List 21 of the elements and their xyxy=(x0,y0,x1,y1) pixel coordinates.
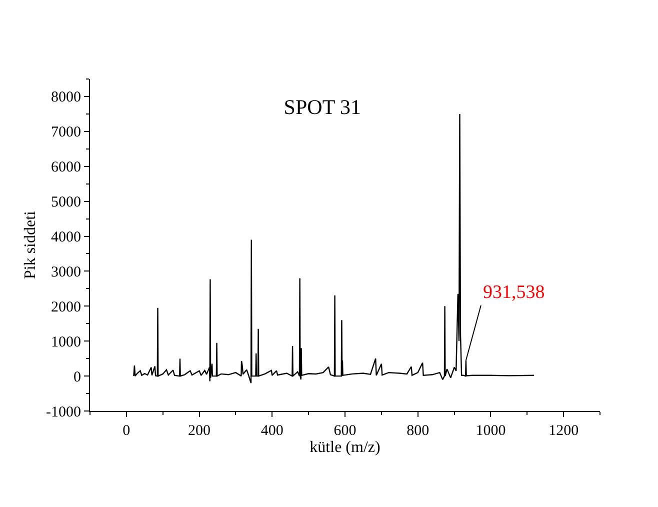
annotation: 931,538 xyxy=(483,282,545,303)
y-tick-label: 1000 xyxy=(51,334,81,350)
x-axis-title: kütle (m/z) xyxy=(310,439,380,456)
x-tick-label: 800 xyxy=(406,423,430,439)
y-axis-title: Pik siddeti xyxy=(22,210,39,280)
x-tick-label: 200 xyxy=(188,423,211,439)
x-tick-label: 0 xyxy=(122,423,130,439)
y-tick-label: 7000 xyxy=(51,124,81,141)
x-tick-label: 1200 xyxy=(548,423,579,439)
x-tick-label: 400 xyxy=(260,423,284,439)
y-tick-label: 5000 xyxy=(51,194,81,211)
y-tick-label: 0 xyxy=(74,369,81,386)
y-tick-label: -1000 xyxy=(46,404,81,420)
y-tick-label: 4000 xyxy=(51,230,81,246)
y-tick-label: 8000 xyxy=(51,90,81,106)
y-tick-label: 6000 xyxy=(51,160,81,176)
y-tick-label: 2000 xyxy=(51,299,81,316)
y-tick-label: 3000 xyxy=(51,264,81,280)
text: SPOT 31 xyxy=(284,94,362,119)
x-tick-label: 600 xyxy=(334,423,356,439)
x-tick-label: 1000 xyxy=(476,423,506,439)
